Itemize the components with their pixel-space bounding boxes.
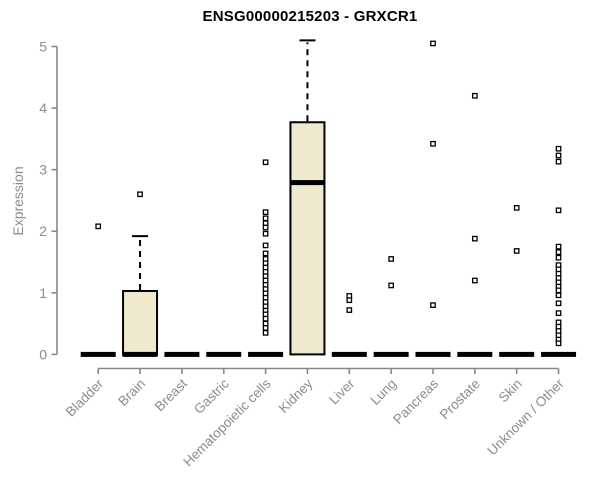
outlier-point	[388, 282, 395, 289]
median-line	[164, 351, 200, 357]
outlier-point	[262, 329, 269, 336]
median-line	[289, 180, 325, 186]
outlier-point	[555, 243, 562, 250]
x-tick-label: Kidney	[276, 376, 316, 416]
outlier-point	[555, 310, 562, 316]
outlier-point	[471, 235, 478, 242]
outlier-point	[555, 287, 562, 294]
outlier-point	[555, 292, 562, 299]
outlier-point	[95, 223, 102, 230]
outlier-point	[430, 140, 436, 147]
outlier-point	[471, 92, 478, 99]
median-line	[80, 351, 116, 357]
outlier-point	[430, 302, 436, 308]
outlier-point	[555, 207, 562, 214]
box	[122, 289, 159, 356]
y-tick-label: 4	[39, 100, 47, 116]
outlier-point	[137, 191, 143, 198]
outlier-point	[262, 159, 269, 166]
median-line	[457, 351, 493, 357]
median-line	[122, 351, 158, 357]
x-tick-label: Breast	[152, 376, 190, 414]
outlier-point	[346, 297, 353, 304]
median-line	[331, 351, 367, 357]
x-tick-label: Pancreas	[390, 376, 441, 427]
outlier-point	[262, 242, 269, 249]
outlier-point	[346, 307, 353, 313]
outlier-point	[555, 158, 562, 165]
outlier-point	[388, 256, 395, 262]
y-tick-label: 5	[39, 39, 47, 55]
x-tick-label: Brain	[115, 376, 148, 409]
x-tick-label: Bladder	[63, 376, 107, 420]
box	[289, 121, 326, 356]
outlier-point	[262, 325, 269, 331]
outlier-point	[513, 204, 520, 211]
outlier-point	[555, 300, 562, 307]
outlier-point	[555, 249, 562, 256]
median-line	[415, 351, 451, 357]
outlier-point	[262, 209, 269, 216]
x-tick-label: Lung	[367, 376, 399, 408]
outlier-point	[555, 145, 562, 152]
y-tick-label: 0	[39, 346, 47, 362]
x-tick-label: Skin	[496, 376, 525, 405]
outlier-point	[555, 254, 562, 261]
outlier-point	[262, 224, 269, 231]
median-line	[499, 351, 535, 357]
x-tick-label: Prostate	[437, 376, 483, 422]
y-tick-label: 2	[39, 223, 47, 239]
outlier-point	[262, 215, 269, 222]
outlier-point	[262, 230, 269, 237]
outlier-point	[430, 40, 436, 47]
chart-title: ENSG00000215203 - GRXCR1	[202, 8, 418, 25]
x-tick-label: Gastric	[191, 376, 232, 417]
outlier-point	[471, 277, 478, 284]
median-line	[541, 351, 577, 357]
outlier-point	[513, 248, 520, 254]
y-tick-label: 3	[39, 162, 47, 178]
median-line	[373, 351, 409, 357]
outlier-point	[555, 152, 562, 159]
outlier-point	[262, 250, 269, 257]
y-tick-label: 1	[39, 285, 47, 301]
median-line	[248, 351, 284, 357]
outlier-point	[262, 315, 269, 322]
outlier-point	[555, 340, 562, 347]
x-tick-label: Unknown / Other	[484, 376, 567, 459]
median-line	[206, 351, 242, 357]
x-tick-label: Liver	[326, 376, 358, 408]
